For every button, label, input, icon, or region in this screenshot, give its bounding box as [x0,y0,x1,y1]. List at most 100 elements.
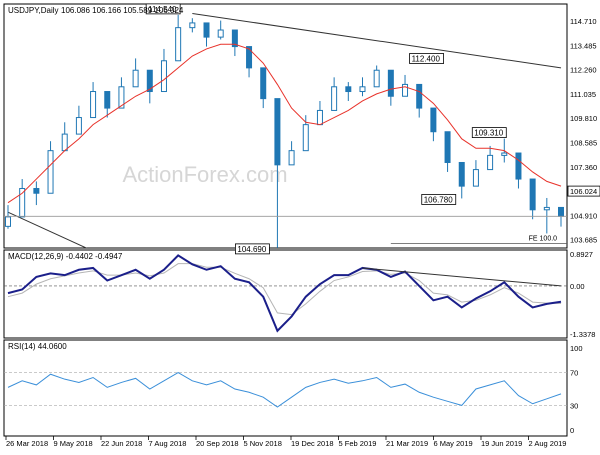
x-tick-label: 9 May 2018 [54,439,93,448]
price-chart-title: USDJPY,Daily [8,6,59,15]
candle-body [472,169,479,187]
price-panel-frame [3,3,568,249]
macd-y-tick: 0.8927 [570,250,593,259]
candle-body [316,109,323,126]
candle-body [373,69,380,88]
candle-body [345,86,352,93]
ohlc-header: 106.086 106.166 105.589 106.024 [61,6,184,15]
candle-body [529,178,536,211]
rsi-line [7,372,562,408]
candle-body [203,22,210,38]
candle-body [61,133,68,152]
price-y-tick: 112.260 [570,66,597,75]
candle-body [146,69,153,93]
price-y-tick: 104.910 [570,211,597,220]
candle-body [246,46,253,69]
rsi-y-tick: 30 [570,401,578,410]
x-tick-label: 5 Feb 2019 [339,439,377,448]
price-y-tick: 111.035 [570,90,596,99]
candle-body [416,83,423,109]
annotation-box [409,53,444,64]
price-y-tick: 113.485 [570,41,597,50]
x-tick-label: 19 Jun 2019 [481,439,522,448]
annotation-box [471,127,507,138]
sma-line [7,43,562,204]
candle-body [430,107,437,133]
candle-body [160,60,167,93]
annotation-box [145,3,181,15]
candle-body [175,27,182,62]
rsi-y-tick: 100 [570,344,583,353]
x-tick-label: 5 Nov 2018 [244,439,282,448]
macd-trendline [362,267,562,287]
x-tick-label: 19 Dec 2018 [291,439,334,448]
candle-body [288,150,295,166]
candle-body [47,150,54,194]
price-y-tick: 109.810 [570,114,597,123]
candle-body [260,67,267,100]
annotation-label: 104.690 [237,245,266,254]
x-tick-label: 6 May 2019 [434,439,473,448]
candle-body [132,69,139,88]
macd-y-tick: -1.3378 [570,330,595,339]
annotation-label: 109.310 [474,129,503,138]
candle-body [75,117,82,135]
axes: 114.710 113.485 112.260 111.035 109.810 108.5… [5,17,600,448]
candle-body [515,152,522,180]
candle-body [402,83,409,97]
price-plot-area [4,12,567,248]
candle-body [5,216,11,227]
candle-body [558,206,564,217]
macd-signal-line [7,263,562,316]
price-y-tick: 108.585 [570,139,597,148]
candle-body [359,86,366,93]
annotation-label: 106.780 [424,195,453,204]
candle-body [487,154,494,171]
candle-body [387,69,394,97]
x-tick-label: 20 Sep 2018 [196,439,239,448]
candle-body [543,206,550,211]
candle-body [458,161,465,187]
candle-body [189,22,196,29]
x-tick-label: 21 Mar 2019 [386,439,428,448]
price-y-tick: 107.360 [570,163,597,172]
current-price-box [567,185,600,197]
rsi-y-tick: 70 [570,369,578,378]
candle-body [231,29,238,48]
annotation-label: 112.400 [412,55,441,64]
candle-body [444,131,451,163]
fe-label: FE 100.0 [529,236,558,243]
price-trendline-1 [192,12,562,69]
candle-body [501,152,508,156]
price-y-tick: 106.024 [570,187,597,196]
price-annotations: 114.540 104.690 112.400 106.780 109.310 FE 10… [145,3,558,255]
annotation-label: 114.540 [148,5,177,14]
price-y-tick: 103.685 [570,236,597,245]
macd-line [7,254,562,333]
candle-body [33,188,40,194]
macd-title: MACD(12,26,9) -0.4402 -0.4947 [8,252,123,261]
macd-y-tick: 0.00 [570,282,585,291]
x-tick-label: 2 Aug 2019 [529,439,567,448]
candle-body [274,98,281,166]
rsi-plot-area [4,372,567,408]
rsi-title: RSI(14) 44.0600 [8,342,67,351]
candle-body [19,188,26,218]
macd-panel-frame [3,249,568,339]
annotation-box [421,194,457,205]
candle-body [302,124,309,152]
candle-body [118,86,125,109]
candle-body [90,91,97,119]
candle-body [217,29,224,38]
rsi-y-tick: 0 [570,426,574,435]
x-tick-label: 22 Jun 2018 [101,439,142,448]
candle-body [331,86,338,111]
x-tick-label: 7 Aug 2018 [149,439,187,448]
rsi-panel-frame [3,339,568,437]
annotation-box [235,243,270,255]
candle-body [104,91,111,109]
price-y-tick: 114.710 [570,17,597,26]
macd-plot-area [4,254,567,333]
